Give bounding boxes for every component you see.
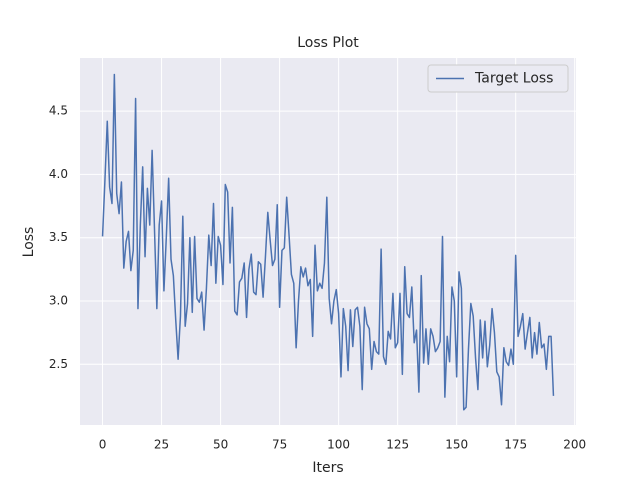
y-axis-label: Loss — [21, 227, 37, 258]
legend-label: Target Loss — [474, 71, 553, 87]
y-tick-label: 3.0 — [49, 293, 68, 307]
x-tick-label: 50 — [213, 438, 228, 452]
chart-title: Loss Plot — [297, 35, 359, 51]
y-tick-label: 4.0 — [49, 167, 68, 181]
x-tick-label: 0 — [99, 438, 107, 452]
y-tick-label: 3.5 — [49, 230, 68, 244]
x-tick-label: 200 — [563, 438, 586, 452]
x-tick-label: 25 — [154, 438, 169, 452]
y-tick-label: 2.5 — [49, 357, 68, 371]
y-tick-label: 4.5 — [49, 104, 68, 118]
x-axis-label: Iters — [312, 460, 343, 476]
x-tick-label: 125 — [386, 438, 409, 452]
x-tick-label: 75 — [272, 438, 287, 452]
x-tick-label: 175 — [504, 438, 527, 452]
loss-line — [101, 73, 555, 411]
legend-box — [427, 64, 569, 93]
x-tick-label: 100 — [327, 438, 350, 452]
x-tick-label: 150 — [445, 438, 468, 452]
